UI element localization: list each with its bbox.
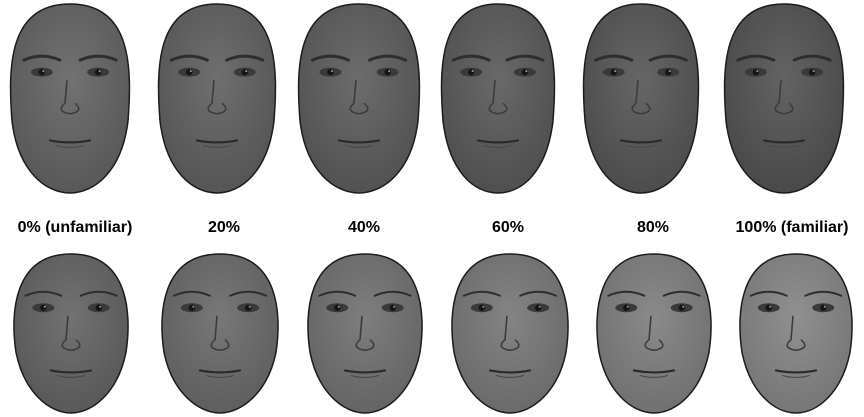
label-0-percent: 0% (unfamiliar) [17,219,133,236]
face-image [161,253,279,414]
face-image [582,3,700,194]
face-image [723,3,845,194]
face-image [9,3,131,194]
label-20-percent: 20% [207,219,241,236]
male-face-40 [294,0,424,195]
face-image [13,253,129,414]
face-image [739,253,853,414]
male-face-100 [720,0,848,195]
male-face-60 [437,0,559,195]
face-image [307,253,423,414]
label-100-percent: 100% (familiar) [735,219,849,236]
female-face-60 [446,250,574,415]
label-60-percent: 60% [491,219,525,236]
label-80-percent: 80% [636,219,670,236]
female-face-row [0,250,864,417]
female-face-20 [156,250,284,415]
face-image [596,253,712,414]
face-image [451,253,569,414]
female-face-80 [591,250,717,415]
face-image [157,3,277,194]
male-face-0 [6,0,134,195]
face-image [297,3,421,194]
male-face-row [0,0,864,205]
female-face-40 [302,250,428,415]
face-image [440,3,556,194]
label-40-percent: 40% [347,219,381,236]
male-face-80 [579,0,703,195]
male-face-20 [154,0,280,195]
female-face-100 [734,250,858,415]
morph-level-labels: 0% (unfamiliar) 20% 40% 60% 80% 100% (fa… [0,213,864,243]
female-face-0 [8,250,134,415]
